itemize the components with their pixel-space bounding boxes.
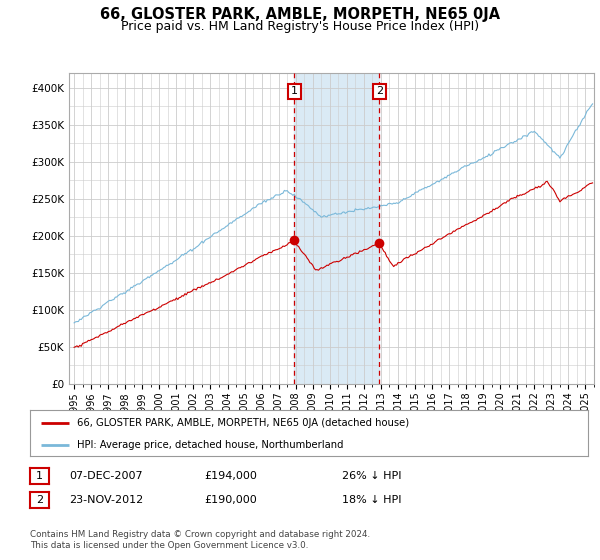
Text: 18% ↓ HPI: 18% ↓ HPI xyxy=(342,495,401,505)
Text: 1: 1 xyxy=(36,471,43,481)
Text: 2: 2 xyxy=(36,495,43,505)
Text: £194,000: £194,000 xyxy=(204,471,257,481)
Text: £190,000: £190,000 xyxy=(204,495,257,505)
Text: 66, GLOSTER PARK, AMBLE, MORPETH, NE65 0JA: 66, GLOSTER PARK, AMBLE, MORPETH, NE65 0… xyxy=(100,7,500,22)
Text: 2: 2 xyxy=(376,86,383,96)
Text: Contains HM Land Registry data © Crown copyright and database right 2024.
This d: Contains HM Land Registry data © Crown c… xyxy=(30,530,370,550)
Text: Price paid vs. HM Land Registry's House Price Index (HPI): Price paid vs. HM Land Registry's House … xyxy=(121,20,479,32)
Text: 66, GLOSTER PARK, AMBLE, MORPETH, NE65 0JA (detached house): 66, GLOSTER PARK, AMBLE, MORPETH, NE65 0… xyxy=(77,418,410,428)
Text: 07-DEC-2007: 07-DEC-2007 xyxy=(69,471,143,481)
Text: 1: 1 xyxy=(291,86,298,96)
Text: 23-NOV-2012: 23-NOV-2012 xyxy=(69,495,143,505)
Bar xyxy=(295,73,379,384)
Text: 26% ↓ HPI: 26% ↓ HPI xyxy=(342,471,401,481)
Text: HPI: Average price, detached house, Northumberland: HPI: Average price, detached house, Nort… xyxy=(77,440,344,450)
